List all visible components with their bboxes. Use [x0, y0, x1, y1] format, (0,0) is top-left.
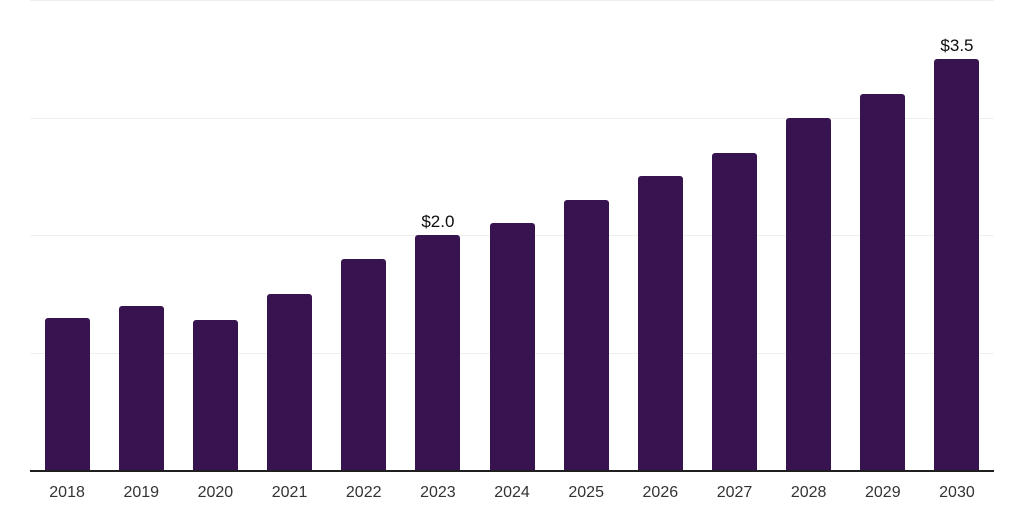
bar-slot	[104, 0, 178, 470]
x-tick-label: 2023	[420, 484, 456, 501]
bar-slot	[178, 0, 252, 470]
bar-value-label: $3.5	[940, 35, 974, 55]
x-tick-label: 2026	[642, 484, 679, 501]
bar-2021	[267, 293, 313, 470]
bar-2020	[192, 319, 238, 470]
bar-slot	[846, 0, 920, 470]
bar-slot	[30, 0, 104, 470]
x-tick-label: 2025	[568, 484, 604, 501]
x-tick-label: 2021	[271, 484, 308, 501]
bar-slot: $2.0	[401, 0, 475, 470]
bar-value-label: $2.0	[421, 212, 455, 231]
bar-slot	[327, 0, 401, 470]
x-tick-label: 2029	[865, 484, 901, 501]
bar-2018	[44, 318, 90, 470]
gridline	[30, 0, 994, 1]
x-tick-label: 2028	[790, 484, 827, 501]
bars-row: $2.0 $3.5	[30, 0, 994, 470]
x-tick-label: 2020	[197, 484, 234, 501]
bar-slot	[697, 0, 771, 470]
bar-2027	[711, 152, 757, 470]
x-tick-label: 2030	[939, 484, 975, 501]
x-tick-label: 2027	[716, 484, 753, 501]
x-tick-label: 2019	[123, 484, 160, 501]
bar-slot: $3.5	[920, 0, 994, 470]
bar-2028	[786, 117, 832, 470]
bar-2022	[341, 258, 387, 470]
bar-2030	[934, 58, 980, 470]
bar-2023	[415, 235, 461, 470]
plot-area: $2.0 $3.5	[30, 0, 994, 472]
bar-slot	[549, 0, 623, 470]
bar-2024	[489, 223, 535, 470]
bar-2019	[118, 305, 164, 470]
x-tick-label: 2022	[345, 484, 382, 501]
gridline	[30, 117, 994, 119]
bar-slot	[623, 0, 697, 470]
x-axis-labels: 2018 2019 2020 2021 2022 2023 2024 2025 2026 2027…	[30, 472, 994, 501]
bar-2029	[860, 94, 906, 470]
x-tick-label: 2018	[49, 484, 85, 501]
bar-2026	[637, 176, 683, 470]
bar-2025	[563, 199, 609, 470]
bar-slot	[252, 0, 326, 470]
bar-slot	[772, 0, 846, 470]
bar-slot	[475, 0, 549, 470]
x-tick-label: 2024	[494, 484, 530, 501]
